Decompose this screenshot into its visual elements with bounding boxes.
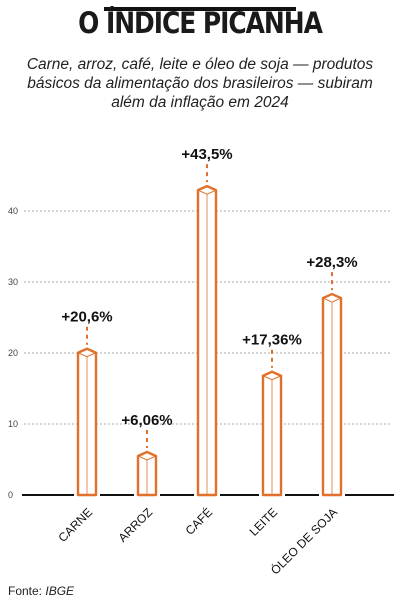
category-label-leite: LEITE xyxy=(247,505,280,538)
category-label-caf-: CAFÉ xyxy=(182,505,215,538)
y-tick-label-20: 20 xyxy=(8,348,18,358)
y-tick-label-10: 10 xyxy=(8,419,18,429)
source-label: Fonte: xyxy=(8,584,43,598)
value-label--leo-de-soja: +28,3% xyxy=(306,254,357,271)
y-tick-label-40: 40 xyxy=(8,206,18,216)
category-label-carne: CARNE xyxy=(56,505,96,545)
source-note: Fonte: IBGE xyxy=(8,584,74,598)
value-label-carne: +20,6% xyxy=(61,309,112,326)
source-value: IBGE xyxy=(45,584,75,598)
title-rule xyxy=(104,7,296,11)
page-title: O ÍNDICE PICANHA xyxy=(78,6,323,40)
y-tick-label-30: 30 xyxy=(8,277,18,287)
subtitle: Carne, arroz, café, leite e óleo de soja… xyxy=(26,56,374,111)
value-label-caf-: +43,5% xyxy=(181,146,232,163)
value-label-arroz: +6,06% xyxy=(121,412,172,429)
value-label-leite: +17,36% xyxy=(242,332,302,349)
category-label-arroz: ARROZ xyxy=(116,505,156,545)
y-tick-label-0: 0 xyxy=(8,490,13,500)
